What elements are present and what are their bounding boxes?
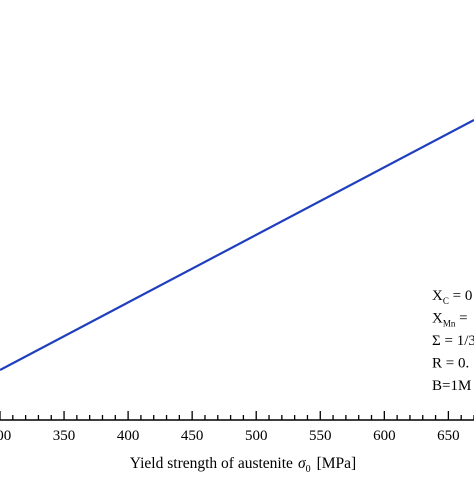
x-tick-label-500: 500 (245, 428, 268, 444)
x-tick-label-550: 550 (309, 428, 332, 444)
x-axis-label: Yield strength of austenite σ0 [MPa] (130, 455, 356, 474)
ticks-layer: 300 350 400 450 500 550 600 650 (0, 411, 474, 444)
annotation-line-1: XMn = (432, 311, 468, 329)
x-tick-label-600: 600 (373, 428, 396, 444)
annotation-layer: XC = 0 XMn = Σ = 1/3 R = 0. B=1M (432, 288, 474, 394)
x-tick-label-450: 450 (181, 428, 204, 444)
annotation-line-3: R = 0. (432, 356, 469, 372)
annotation-line-0: XC = 0 (432, 288, 472, 306)
x-tick-label-350: 350 (53, 428, 76, 444)
annotation-line-2: Σ = 1/3 (432, 333, 474, 349)
series-line-0 (0, 119, 474, 371)
x-tick-label-650: 650 (437, 428, 460, 444)
annotation-line-4: B=1M (432, 378, 471, 394)
x-tick-label-400: 400 (117, 428, 140, 444)
x-tick-label-300: 300 (0, 428, 11, 444)
series-layer (0, 119, 474, 371)
